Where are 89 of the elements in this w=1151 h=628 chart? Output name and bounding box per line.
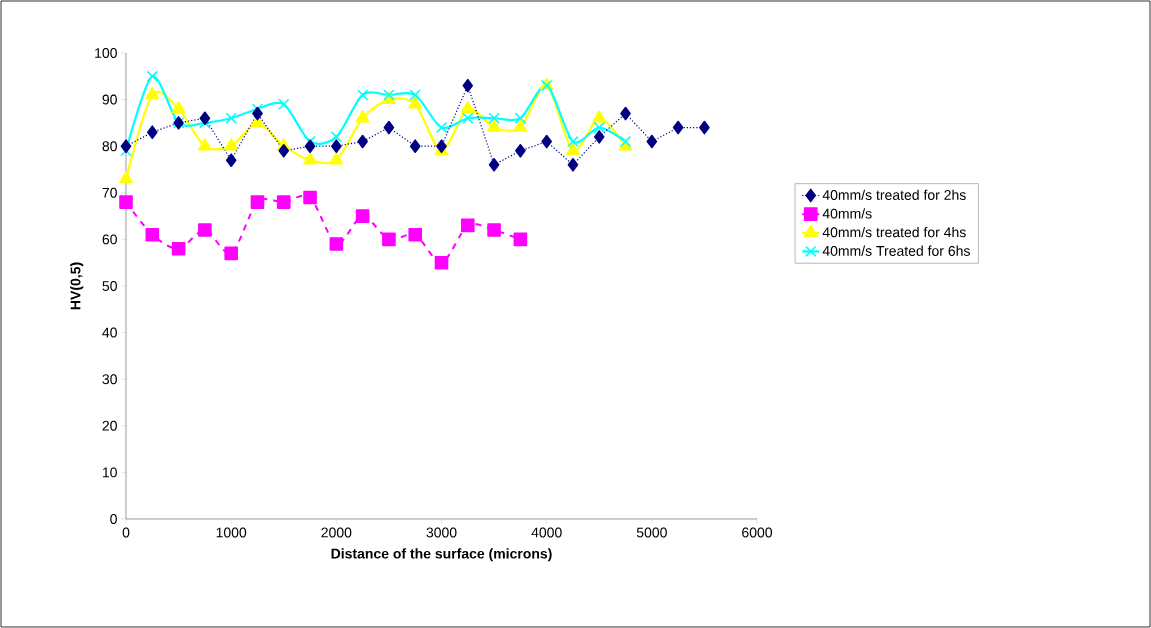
x-tick-label: 3000 [426, 527, 457, 538]
x-tick-label: 2000 [321, 527, 352, 538]
point [147, 125, 158, 140]
point [541, 134, 552, 149]
point [224, 138, 239, 151]
y-tick-label: 90 [102, 94, 117, 105]
point [383, 120, 395, 135]
point [278, 98, 290, 110]
point [435, 121, 448, 134]
point [199, 117, 211, 129]
point [593, 121, 606, 134]
point [119, 195, 133, 209]
point [408, 96, 423, 109]
point [513, 119, 528, 132]
point [620, 106, 631, 121]
point [198, 138, 212, 151]
point [329, 152, 344, 165]
point [145, 87, 160, 100]
point [330, 131, 343, 143]
point [515, 144, 526, 158]
point [225, 153, 237, 167]
point [145, 227, 160, 242]
point [409, 139, 421, 153]
point [462, 78, 474, 93]
point [513, 232, 528, 247]
point [592, 110, 607, 123]
y-tick-label: 30 [102, 374, 117, 385]
legend-label: 40mm/s Treated for 6hs [822, 245, 970, 256]
point [593, 130, 605, 144]
y-axis-title: HV(0,5) [70, 262, 84, 310]
y-tick-label: 10 [102, 467, 117, 478]
point [436, 139, 447, 153]
x-tick-label: 6000 [742, 527, 773, 538]
y-tick-label: 80 [102, 141, 117, 152]
point [434, 255, 449, 270]
point [278, 144, 290, 158]
y-tick-label: 20 [102, 420, 117, 431]
point [303, 152, 317, 165]
legend-label: 40mm/s treated for 4hs [822, 226, 966, 238]
point [224, 246, 238, 261]
point [199, 111, 211, 126]
point [514, 112, 527, 124]
point [355, 110, 370, 123]
point [646, 134, 658, 149]
point [304, 139, 316, 153]
point [487, 223, 501, 237]
point [567, 135, 579, 148]
x-tick-label: 5000 [636, 527, 667, 538]
point [276, 195, 291, 209]
x-tick-label: 0 [122, 527, 130, 538]
point [119, 171, 133, 184]
y-tick-label: 40 [102, 327, 117, 338]
legend-label: 40mm/s [822, 208, 872, 219]
point [146, 70, 159, 83]
legend-label: 40mm/s treated for 2hs [822, 189, 966, 200]
x-axis-title: Distance of the surface (microns) [331, 548, 552, 562]
point [329, 237, 344, 251]
point [672, 120, 684, 135]
point [198, 223, 212, 237]
y-tick-label: 50 [102, 281, 117, 291]
point [252, 106, 263, 121]
point [460, 101, 475, 114]
point [408, 227, 423, 242]
point [250, 195, 265, 209]
y-tick-label: 100 [95, 48, 117, 58]
point [120, 139, 132, 153]
point [357, 134, 368, 149]
x-tick-label: 4000 [531, 527, 562, 538]
y-tick-label: 70 [102, 187, 117, 198]
point [409, 89, 421, 101]
point [566, 143, 580, 156]
x-tick-label: 1000 [216, 527, 247, 538]
point [567, 158, 579, 172]
point [699, 120, 710, 135]
point [488, 158, 500, 172]
point [461, 218, 475, 233]
point [171, 101, 186, 114]
point [303, 190, 317, 205]
point [488, 112, 500, 124]
point [355, 209, 370, 223]
y-tick-label: 60 [102, 234, 117, 245]
y-tick-label: 0 [110, 514, 117, 524]
point [331, 139, 342, 153]
point [356, 89, 369, 101]
point [487, 119, 501, 132]
point [171, 241, 186, 256]
point [382, 232, 396, 247]
point [462, 112, 474, 124]
point [225, 112, 237, 124]
